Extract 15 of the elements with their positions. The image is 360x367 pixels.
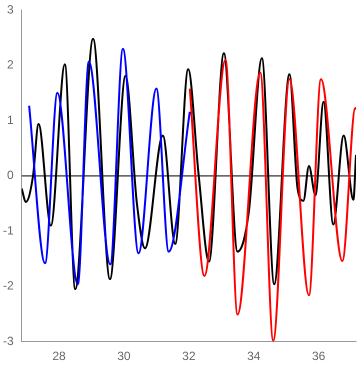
y-tick-label: -2 xyxy=(3,278,14,293)
x-tick-label: 30 xyxy=(117,349,131,364)
x-tick-label: 28 xyxy=(52,349,66,364)
line-series xyxy=(28,48,191,286)
y-tick-label: -1 xyxy=(3,223,14,238)
y-tick-label: 3 xyxy=(6,2,14,17)
y-tick-label: 1 xyxy=(6,112,14,127)
x-tick-label: 34 xyxy=(247,349,261,364)
y-tick-label: 2 xyxy=(6,58,14,72)
y-tick-label: -3 xyxy=(3,334,14,348)
line-series xyxy=(188,58,356,342)
x-tick-label: 32 xyxy=(182,349,196,364)
x-tick-label: 36 xyxy=(312,349,326,364)
y-tick-label: 0 xyxy=(6,168,14,182)
line-series xyxy=(22,38,356,290)
